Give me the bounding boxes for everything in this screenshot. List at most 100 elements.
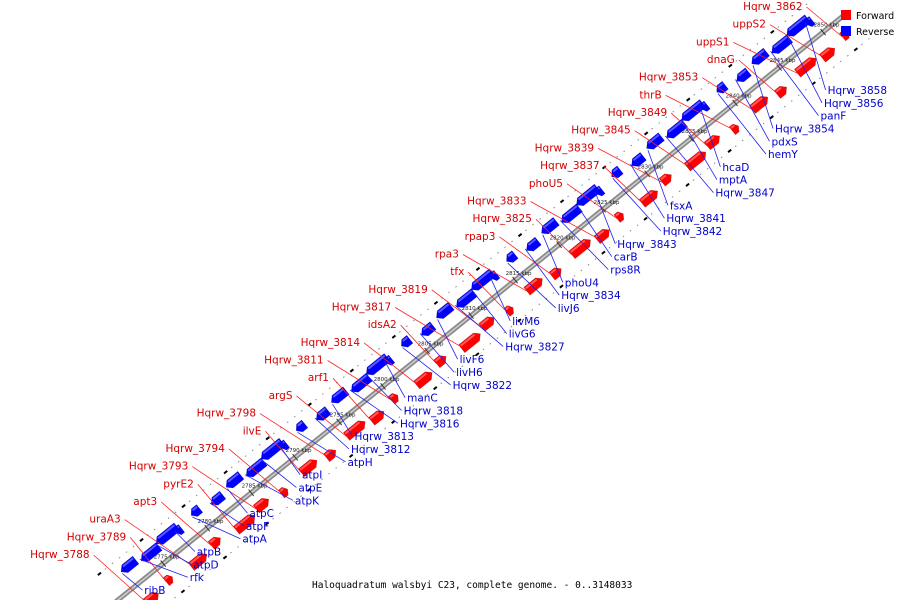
forward-gene-label[interactable]: tfx <box>450 266 464 278</box>
reverse-gene-label[interactable]: Hqrw_3834 <box>561 290 621 302</box>
reverse-gene-arrow[interactable] <box>188 504 204 520</box>
forward-gene-label[interactable]: phoU5 <box>529 178 563 190</box>
reverse-gene-label[interactable]: ribB <box>144 585 165 597</box>
forward-gene-label[interactable]: Hqrw_3817 <box>332 302 391 314</box>
reverse-gene-arrow[interactable] <box>608 165 624 181</box>
forward-gene-label[interactable]: pyrE2 <box>163 478 194 490</box>
reverse-gene-label[interactable]: livF6 <box>460 354 485 366</box>
forward-gene-arrow[interactable] <box>613 210 627 223</box>
reverse-gene-label[interactable]: livJ6 <box>558 303 580 315</box>
forward-gene-label[interactable]: Hqrw_3811 <box>264 355 323 367</box>
forward-gene-label[interactable]: uppS1 <box>696 36 729 48</box>
forward-gene-label[interactable]: Hqrw_3789 <box>67 531 126 543</box>
forward-gene-arrow[interactable] <box>187 550 210 571</box>
reverse-gene-label[interactable]: atpD <box>193 559 218 571</box>
forward-gene-label[interactable]: Hqrw_3845 <box>571 125 630 137</box>
forward-gene-label[interactable]: Hqrw_3825 <box>472 213 531 225</box>
reverse-gene-label[interactable]: hcaD <box>722 162 749 174</box>
reverse-gene-label[interactable]: mptA <box>719 175 748 187</box>
forward-gene-label[interactable]: Hqrw_3794 <box>165 443 225 455</box>
reverse-gene-label[interactable]: livH6 <box>456 367 483 379</box>
forward-gene-label[interactable]: Hqrw_3788 <box>30 549 89 561</box>
forward-gene-arrow[interactable] <box>458 330 484 354</box>
reverse-gene-label[interactable]: Hqrw_3816 <box>400 418 460 430</box>
reverse-gene-label[interactable]: Hqrw_3858 <box>828 85 887 97</box>
forward-gene-label[interactable]: Hqrw_3839 <box>535 142 594 154</box>
forward-gene-label[interactable]: idsA2 <box>368 319 397 331</box>
forward-gene-arrow[interactable] <box>478 314 498 332</box>
reverse-gene-label[interactable]: Hqrw_3818 <box>404 406 463 418</box>
reverse-gene-arrow[interactable] <box>714 80 729 96</box>
reverse-gene-label[interactable]: Hqrw_3841 <box>666 213 725 225</box>
forward-gene-label[interactable]: thrB <box>639 89 661 101</box>
reverse-gene-label[interactable]: livG6 <box>509 329 536 341</box>
forward-gene-label[interactable]: dnaG <box>707 54 735 66</box>
forward-gene-arrow[interactable] <box>818 44 838 63</box>
forward-gene-label[interactable]: apt3 <box>133 496 157 508</box>
reverse-gene-label[interactable]: atpA <box>242 534 267 546</box>
reverse-gene-arrow[interactable] <box>628 152 647 169</box>
forward-gene-arrow[interactable] <box>793 54 819 78</box>
reverse-gene-label[interactable]: manC <box>407 393 438 405</box>
reverse-gene-label[interactable]: atpE <box>298 482 322 494</box>
forward-gene-arrow[interactable] <box>343 418 368 441</box>
forward-gene-label[interactable]: Hqrw_3819 <box>368 284 427 296</box>
reverse-gene-arrow[interactable] <box>538 217 560 237</box>
reverse-gene-arrow[interactable] <box>523 236 542 254</box>
reverse-gene-arrow[interactable] <box>153 522 181 548</box>
forward-gene-arrow[interactable] <box>503 304 517 317</box>
reverse-gene-arrow[interactable] <box>118 555 140 576</box>
forward-gene-label[interactable]: ilvE <box>243 425 262 437</box>
reverse-gene-arrow[interactable] <box>398 334 414 350</box>
forward-gene-arrow[interactable] <box>207 534 224 550</box>
reverse-gene-arrow[interactable] <box>503 250 519 266</box>
reverse-gene-label[interactable]: Hqrw_3843 <box>617 239 676 251</box>
reverse-gene-arrow[interactable] <box>453 288 478 311</box>
forward-gene-arrow[interactable] <box>297 456 320 478</box>
forward-gene-arrow[interactable] <box>277 485 291 499</box>
forward-gene-label[interactable]: Hqrw_3798 <box>197 408 256 420</box>
reverse-gene-label[interactable]: atpI <box>302 470 322 482</box>
reverse-gene-arrow[interactable] <box>433 301 455 322</box>
forward-gene-label[interactable]: Hqrw_3837 <box>540 160 599 172</box>
forward-gene-arrow[interactable] <box>433 352 450 369</box>
forward-gene-label[interactable]: arf1 <box>308 372 329 384</box>
forward-gene-arrow[interactable] <box>252 495 272 514</box>
reverse-gene-arrow[interactable] <box>784 14 812 40</box>
reverse-gene-label[interactable]: Hqrw_3822 <box>453 380 512 392</box>
forward-gene-label[interactable]: Hqrw_3833 <box>467 196 526 208</box>
reverse-gene-label[interactable]: atpC <box>249 508 274 520</box>
forward-gene-label[interactable]: rpap3 <box>465 231 496 243</box>
reverse-gene-label[interactable]: phoU4 <box>565 277 599 289</box>
forward-gene-arrow[interactable] <box>388 391 401 405</box>
reverse-gene-label[interactable]: livM6 <box>512 316 540 328</box>
forward-gene-label[interactable]: Hqrw_3814 <box>301 337 361 349</box>
forward-gene-label[interactable]: rpa3 <box>435 249 459 261</box>
reverse-gene-arrow[interactable] <box>734 67 752 85</box>
reverse-gene-label[interactable]: rps8R <box>610 265 640 277</box>
reverse-gene-label[interactable]: rfk <box>190 572 205 584</box>
reverse-gene-arrow[interactable] <box>573 183 602 209</box>
forward-gene-arrow[interactable] <box>232 511 258 535</box>
reverse-gene-label[interactable]: Hqrw_3812 <box>351 444 410 456</box>
reverse-gene-label[interactable]: atpH <box>348 457 373 469</box>
forward-gene-label[interactable]: Hqrw_3849 <box>608 107 667 119</box>
reverse-gene-label[interactable]: Hqrw_3854 <box>775 124 835 136</box>
reverse-gene-label[interactable]: carB <box>614 252 638 264</box>
forward-gene-arrow[interactable] <box>658 171 675 187</box>
forward-gene-arrow[interactable] <box>162 573 176 587</box>
forward-gene-label[interactable]: argS <box>269 390 293 402</box>
reverse-gene-arrow[interactable] <box>769 34 794 57</box>
reverse-gene-arrow[interactable] <box>293 419 309 435</box>
forward-gene-arrow[interactable] <box>323 446 339 463</box>
reverse-gene-label[interactable]: atpB <box>197 547 221 559</box>
forward-gene-arrow[interactable] <box>523 275 546 296</box>
forward-gene-label[interactable]: Hqrw_3853 <box>639 72 698 84</box>
reverse-gene-label[interactable]: fsxA <box>670 200 693 212</box>
forward-gene-arrow[interactable] <box>748 93 771 114</box>
forward-gene-arrow[interactable] <box>728 122 742 136</box>
forward-gene-label[interactable]: Hqrw_3793 <box>129 461 188 473</box>
forward-gene-arrow[interactable] <box>413 369 435 390</box>
reverse-gene-arrow[interactable] <box>643 132 665 153</box>
reverse-gene-label[interactable]: atpF <box>246 521 269 533</box>
